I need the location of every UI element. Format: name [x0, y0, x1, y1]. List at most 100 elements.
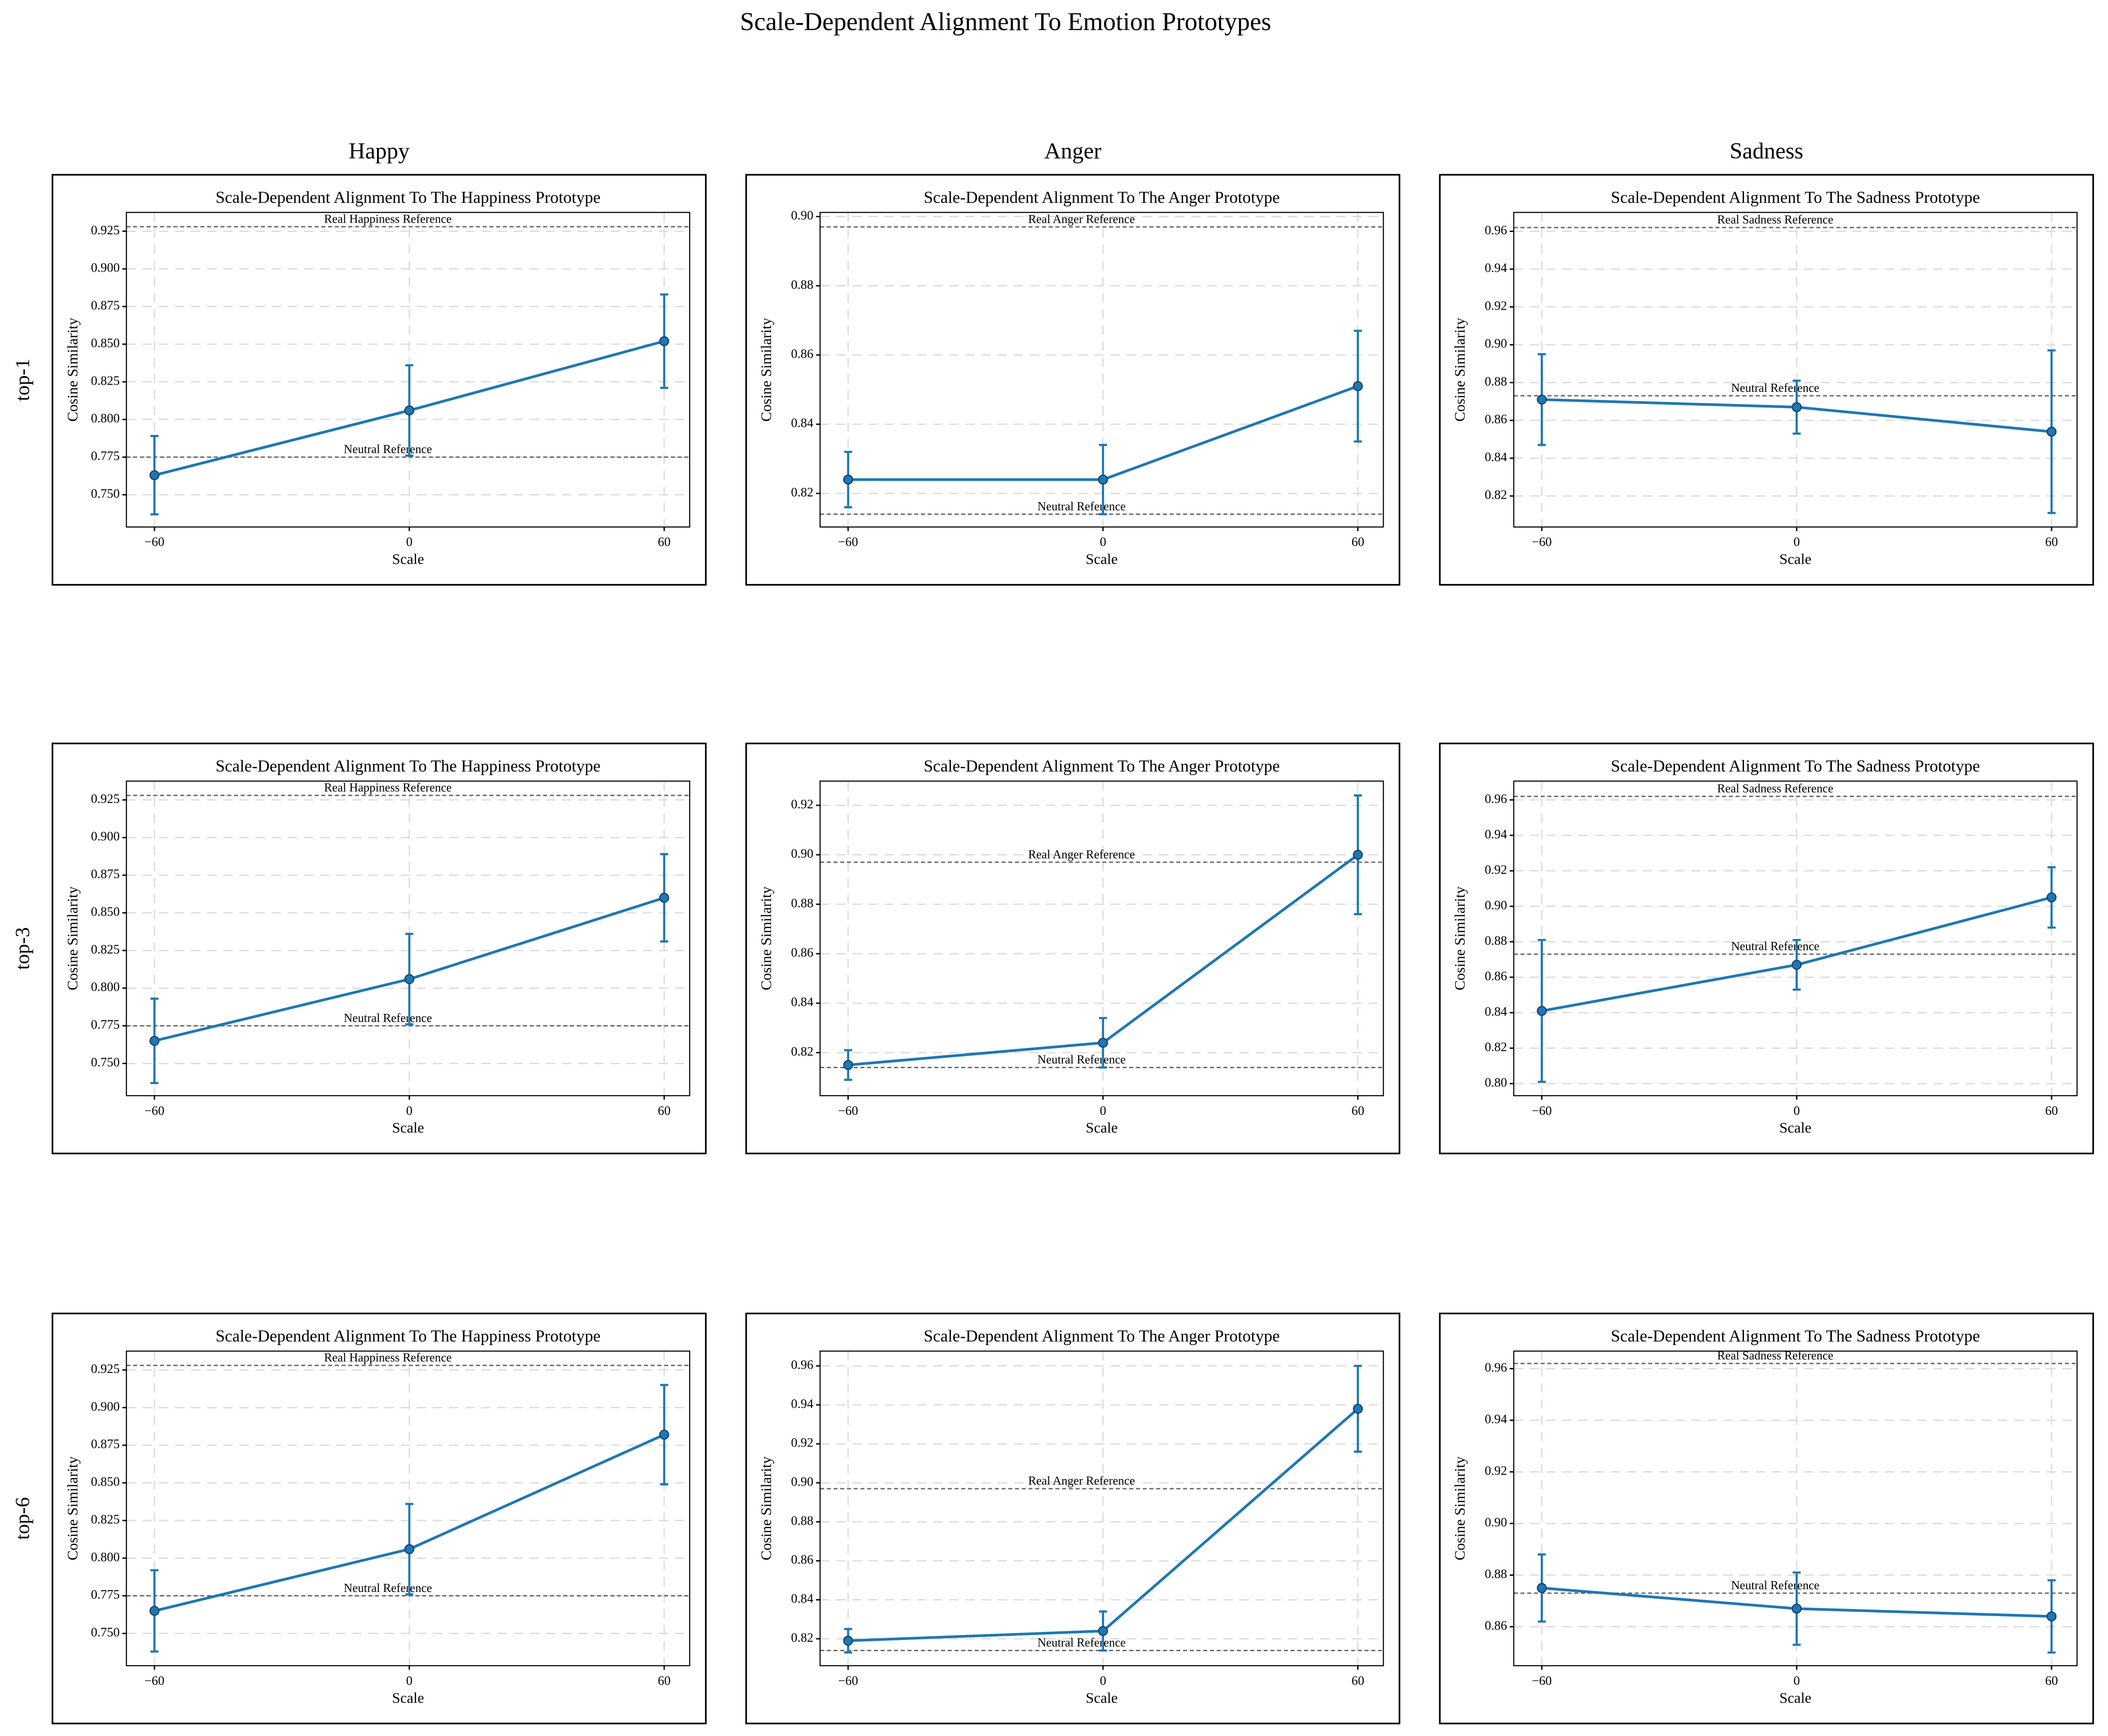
data-point [404, 1544, 415, 1554]
y-tick-label: 0.900 [91, 261, 120, 275]
panel-frame [1439, 742, 2094, 1154]
panel-title: Scale-Dependent Alignment To The Sadness… [1611, 189, 1980, 207]
x-tick-label: −60 [838, 1104, 858, 1118]
y-tick-label: 0.92 [791, 1436, 814, 1450]
panel: Scale-Dependent Alignment To The Sadness… [1439, 174, 2094, 586]
data-point [1098, 1626, 1108, 1636]
y-tick-label: 0.825 [91, 1512, 120, 1526]
y-tick-label: 0.925 [91, 792, 120, 806]
y-tick-label: 0.90 [1485, 337, 1507, 351]
panel-title: Scale-Dependent Alignment To The Happine… [215, 189, 600, 207]
y-tick-label: 0.88 [1485, 375, 1507, 389]
data-point [1792, 402, 1802, 412]
x-axis-label: Scale [1086, 552, 1118, 568]
y-axis-label: Cosine Similarity [1452, 886, 1468, 991]
axes-frame [1513, 780, 2078, 1096]
y-tick-label: 0.90 [1485, 899, 1507, 912]
data-point [1353, 381, 1363, 391]
data-point [149, 1036, 160, 1046]
y-tick-label: 0.875 [91, 1438, 120, 1451]
reference-label: Real Happiness Reference [324, 1350, 451, 1364]
y-tick-label: 0.86 [791, 946, 814, 960]
panel: Scale-Dependent Alignment To The Sadness… [1439, 1312, 2094, 1724]
y-tick-label: 0.84 [791, 416, 814, 430]
axes-frame [126, 212, 690, 528]
x-tick-label: 60 [1351, 1104, 1364, 1118]
y-tick-label: 0.88 [791, 1514, 814, 1528]
x-tick-label: 60 [1351, 1674, 1364, 1688]
data-point [2047, 892, 2057, 903]
x-tick-label: −60 [838, 1674, 858, 1688]
y-tick-label: 0.84 [1485, 450, 1507, 464]
x-tick-label: 60 [2045, 1104, 2058, 1118]
y-tick-label: 0.750 [91, 1056, 120, 1070]
data-point [1098, 1038, 1108, 1048]
y-tick-label: 0.750 [91, 1626, 120, 1640]
y-tick-label: 0.88 [1485, 1567, 1507, 1581]
row-label: top-3 [11, 927, 33, 970]
panel: Scale-Dependent Alignment To The Sadness… [1439, 742, 2094, 1154]
reference-label: Neutral Reference [344, 1581, 432, 1595]
x-tick-label: 60 [658, 1674, 671, 1688]
x-tick-label: 60 [1351, 535, 1364, 549]
column-title: Sadness [1730, 139, 1803, 164]
x-tick-label: 0 [1100, 1104, 1106, 1118]
panel-frame [745, 742, 1401, 1154]
y-tick-label: 0.96 [1485, 224, 1507, 237]
panel-frame [1439, 1312, 2094, 1724]
reference-label: Real Happiness Reference [324, 212, 451, 225]
x-tick-label: 60 [2045, 1674, 2058, 1688]
y-tick-label: 0.900 [91, 1400, 120, 1414]
figure-title: Scale-Dependent Alignment To Emotion Pro… [740, 8, 1271, 36]
y-tick-label: 0.82 [791, 1631, 814, 1645]
data-point [404, 974, 415, 984]
data-point [1537, 1006, 1547, 1016]
y-tick-label: 0.84 [791, 1592, 814, 1606]
reference-label: Neutral Reference [1038, 500, 1126, 513]
axes-frame [1513, 1350, 2078, 1666]
data-point [1792, 960, 1802, 970]
panel-title: Scale-Dependent Alignment To The Anger P… [924, 1327, 1280, 1346]
y-tick-label: 0.94 [791, 1397, 814, 1411]
y-tick-label: 0.92 [1485, 863, 1507, 877]
y-axis-label: Cosine Similarity [65, 1456, 81, 1561]
y-tick-label: 0.84 [791, 995, 814, 1009]
y-tick-label: 0.86 [1485, 1619, 1507, 1633]
x-axis-label: Scale [392, 1690, 424, 1706]
y-tick-label: 0.86 [791, 347, 814, 361]
x-tick-label: −60 [145, 1674, 164, 1688]
column-title: Happy [349, 139, 410, 164]
x-tick-label: −60 [838, 535, 858, 549]
y-axis-label: Cosine Similarity [65, 317, 81, 421]
data-point [149, 470, 160, 480]
y-tick-label: 0.800 [91, 980, 120, 994]
y-tick-label: 0.96 [1485, 792, 1507, 806]
reference-label: Neutral Reference [1038, 1636, 1126, 1649]
data-point [1792, 1604, 1802, 1614]
data-point [149, 1606, 160, 1616]
x-axis-label: Scale [1779, 1690, 1811, 1706]
panel: Scale-Dependent Alignment To The Anger P… [745, 1312, 1401, 1724]
y-tick-label: 0.84 [1485, 1005, 1507, 1019]
y-tick-label: 0.90 [791, 847, 814, 861]
y-tick-label: 0.82 [1485, 1040, 1507, 1054]
y-tick-label: 0.775 [91, 449, 120, 463]
reference-label: Neutral Reference [344, 1011, 432, 1025]
x-tick-label: 0 [1100, 1674, 1106, 1688]
data-point [1537, 1583, 1547, 1593]
x-tick-label: 0 [1793, 535, 1800, 549]
reference-label: Neutral Reference [1731, 939, 1819, 953]
reference-label: Real Anger Reference [1028, 1474, 1135, 1487]
panel-title: Scale-Dependent Alignment To The Sadness… [1611, 1327, 1980, 1346]
axes-frame [1513, 212, 2078, 528]
x-tick-label: 60 [658, 1104, 671, 1118]
data-point [1353, 850, 1363, 860]
y-tick-label: 0.94 [1485, 1412, 1507, 1426]
data-point [659, 893, 670, 903]
data-point [659, 336, 670, 346]
y-tick-label: 0.94 [1485, 261, 1507, 275]
reference-label: Neutral Reference [1731, 381, 1819, 395]
y-tick-label: 0.82 [791, 486, 814, 500]
y-tick-label: 0.88 [1485, 934, 1507, 948]
reference-label: Neutral Reference [1038, 1053, 1126, 1066]
